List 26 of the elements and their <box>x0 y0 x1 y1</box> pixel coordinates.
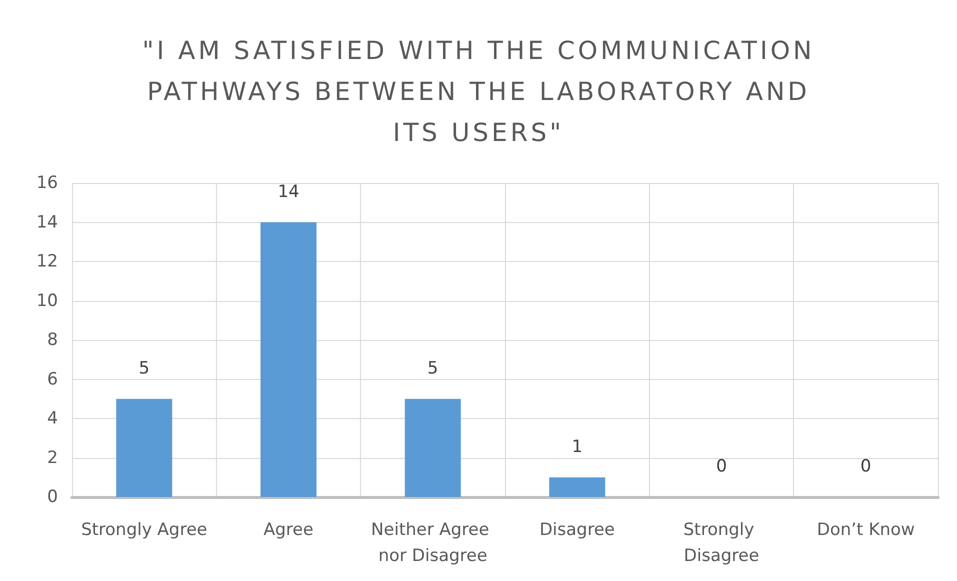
data-label: 5 <box>427 358 438 378</box>
chart-title: "I AM SATISFIED WITH THE COMMUNICATION PATHWAYS BETWEEN THE LABORATORY AND ITS USERS" <box>141 35 816 149</box>
x-tick-label: Strongly Agree <box>81 520 208 540</box>
bar <box>116 398 172 497</box>
y-tick-label: 16 <box>36 173 58 193</box>
y-tick-label: 0 <box>47 487 58 507</box>
x-tick-label: Disagree <box>539 520 615 540</box>
x-tick-label: Neither Agree nor Disagree <box>371 520 495 566</box>
data-label: 14 <box>278 182 300 202</box>
y-tick-label: 14 <box>36 212 58 232</box>
x-tick-label: Agree <box>264 520 314 540</box>
bar <box>260 222 316 497</box>
y-tick-label: 6 <box>47 369 58 390</box>
bar <box>404 398 461 497</box>
x-tick-label: Don’t Know <box>816 520 915 540</box>
y-tick-label: 12 <box>36 252 58 272</box>
y-tick-label: 4 <box>47 408 58 428</box>
y-tick-label: 8 <box>47 330 58 350</box>
bar <box>549 477 606 497</box>
data-label: 5 <box>138 358 150 378</box>
x-tick-label: Strongly Disagree <box>683 520 760 566</box>
data-label: 1 <box>572 436 583 457</box>
data-label: 0 <box>716 456 727 476</box>
y-tick-label: 10 <box>36 290 58 311</box>
y-tick-label: 2 <box>47 448 58 468</box>
data-label: 0 <box>860 456 872 476</box>
